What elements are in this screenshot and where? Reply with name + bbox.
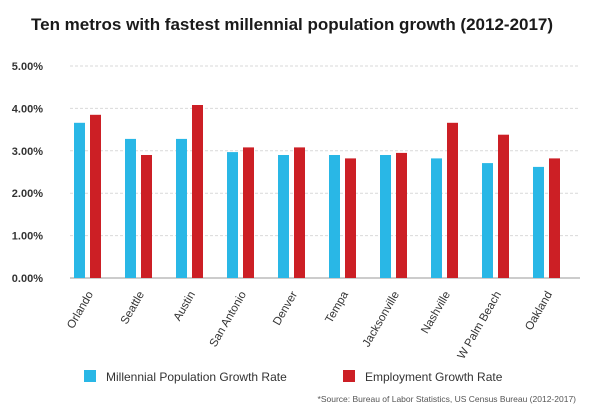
bar-millennial [533,166,544,278]
bar-employment [498,134,509,278]
bar-millennial [74,122,85,278]
bar-employment [396,152,407,278]
x-tick-label: W Palm Beach [456,290,504,362]
legend: Millennial Population Growth Rate Employ… [84,370,503,384]
y-tick-label: 4.00% [12,103,43,115]
bar-employment [294,147,305,278]
y-axis-ticks: 0.00% 1.00% 2.00% 3.00% 4.00% 5.00% [12,61,43,285]
bar-employment [243,147,254,278]
source-note: *Source: Bureau of Labor Statistics, US … [318,394,577,404]
bar-millennial [431,158,442,278]
bar-millennial [227,152,238,278]
bar-employment [192,105,203,278]
legend-swatch-millennial [84,370,96,382]
x-axis-ticks: Orlando Seattle Austin San Antonio Denver Tem… [65,289,555,361]
legend-label-millennial: Millennial Population Growth Rate [106,370,287,384]
y-tick-label: 1.00% [12,231,43,243]
x-tick-label: Seattle [119,290,147,327]
x-tick-label: Austin [172,290,198,324]
bar-employment [549,158,560,278]
y-tick-label: 2.00% [12,188,43,200]
bar-millennial [482,163,493,278]
x-tick-label: San Antonio [208,290,249,350]
bar-millennial [329,155,340,278]
y-tick-label: 0.00% [12,273,43,285]
bar-millennial [380,155,391,278]
bar-employment [447,122,458,278]
chart-title: Ten metros with fastest millennial popul… [31,15,553,34]
bar-employment [345,158,356,278]
x-tick-label: Orlando [65,290,96,331]
x-tick-label: Tempa [323,289,351,325]
bar-employment [90,114,101,278]
bar-employment [141,155,152,278]
x-tick-label: Jacksonville [361,290,402,350]
bar-millennial [278,155,289,278]
x-tick-label: Nashville [419,290,453,336]
legend-swatch-employment [343,370,355,382]
bars [74,105,560,278]
y-tick-label: 3.00% [12,146,43,158]
x-tick-label: Denver [271,289,300,327]
bar-millennial [125,138,136,278]
y-tick-label: 5.00% [12,61,43,73]
x-tick-label: Oakland [523,290,555,333]
gridlines [70,65,580,279]
legend-label-employment: Employment Growth Rate [365,370,503,384]
bar-millennial [176,138,187,278]
